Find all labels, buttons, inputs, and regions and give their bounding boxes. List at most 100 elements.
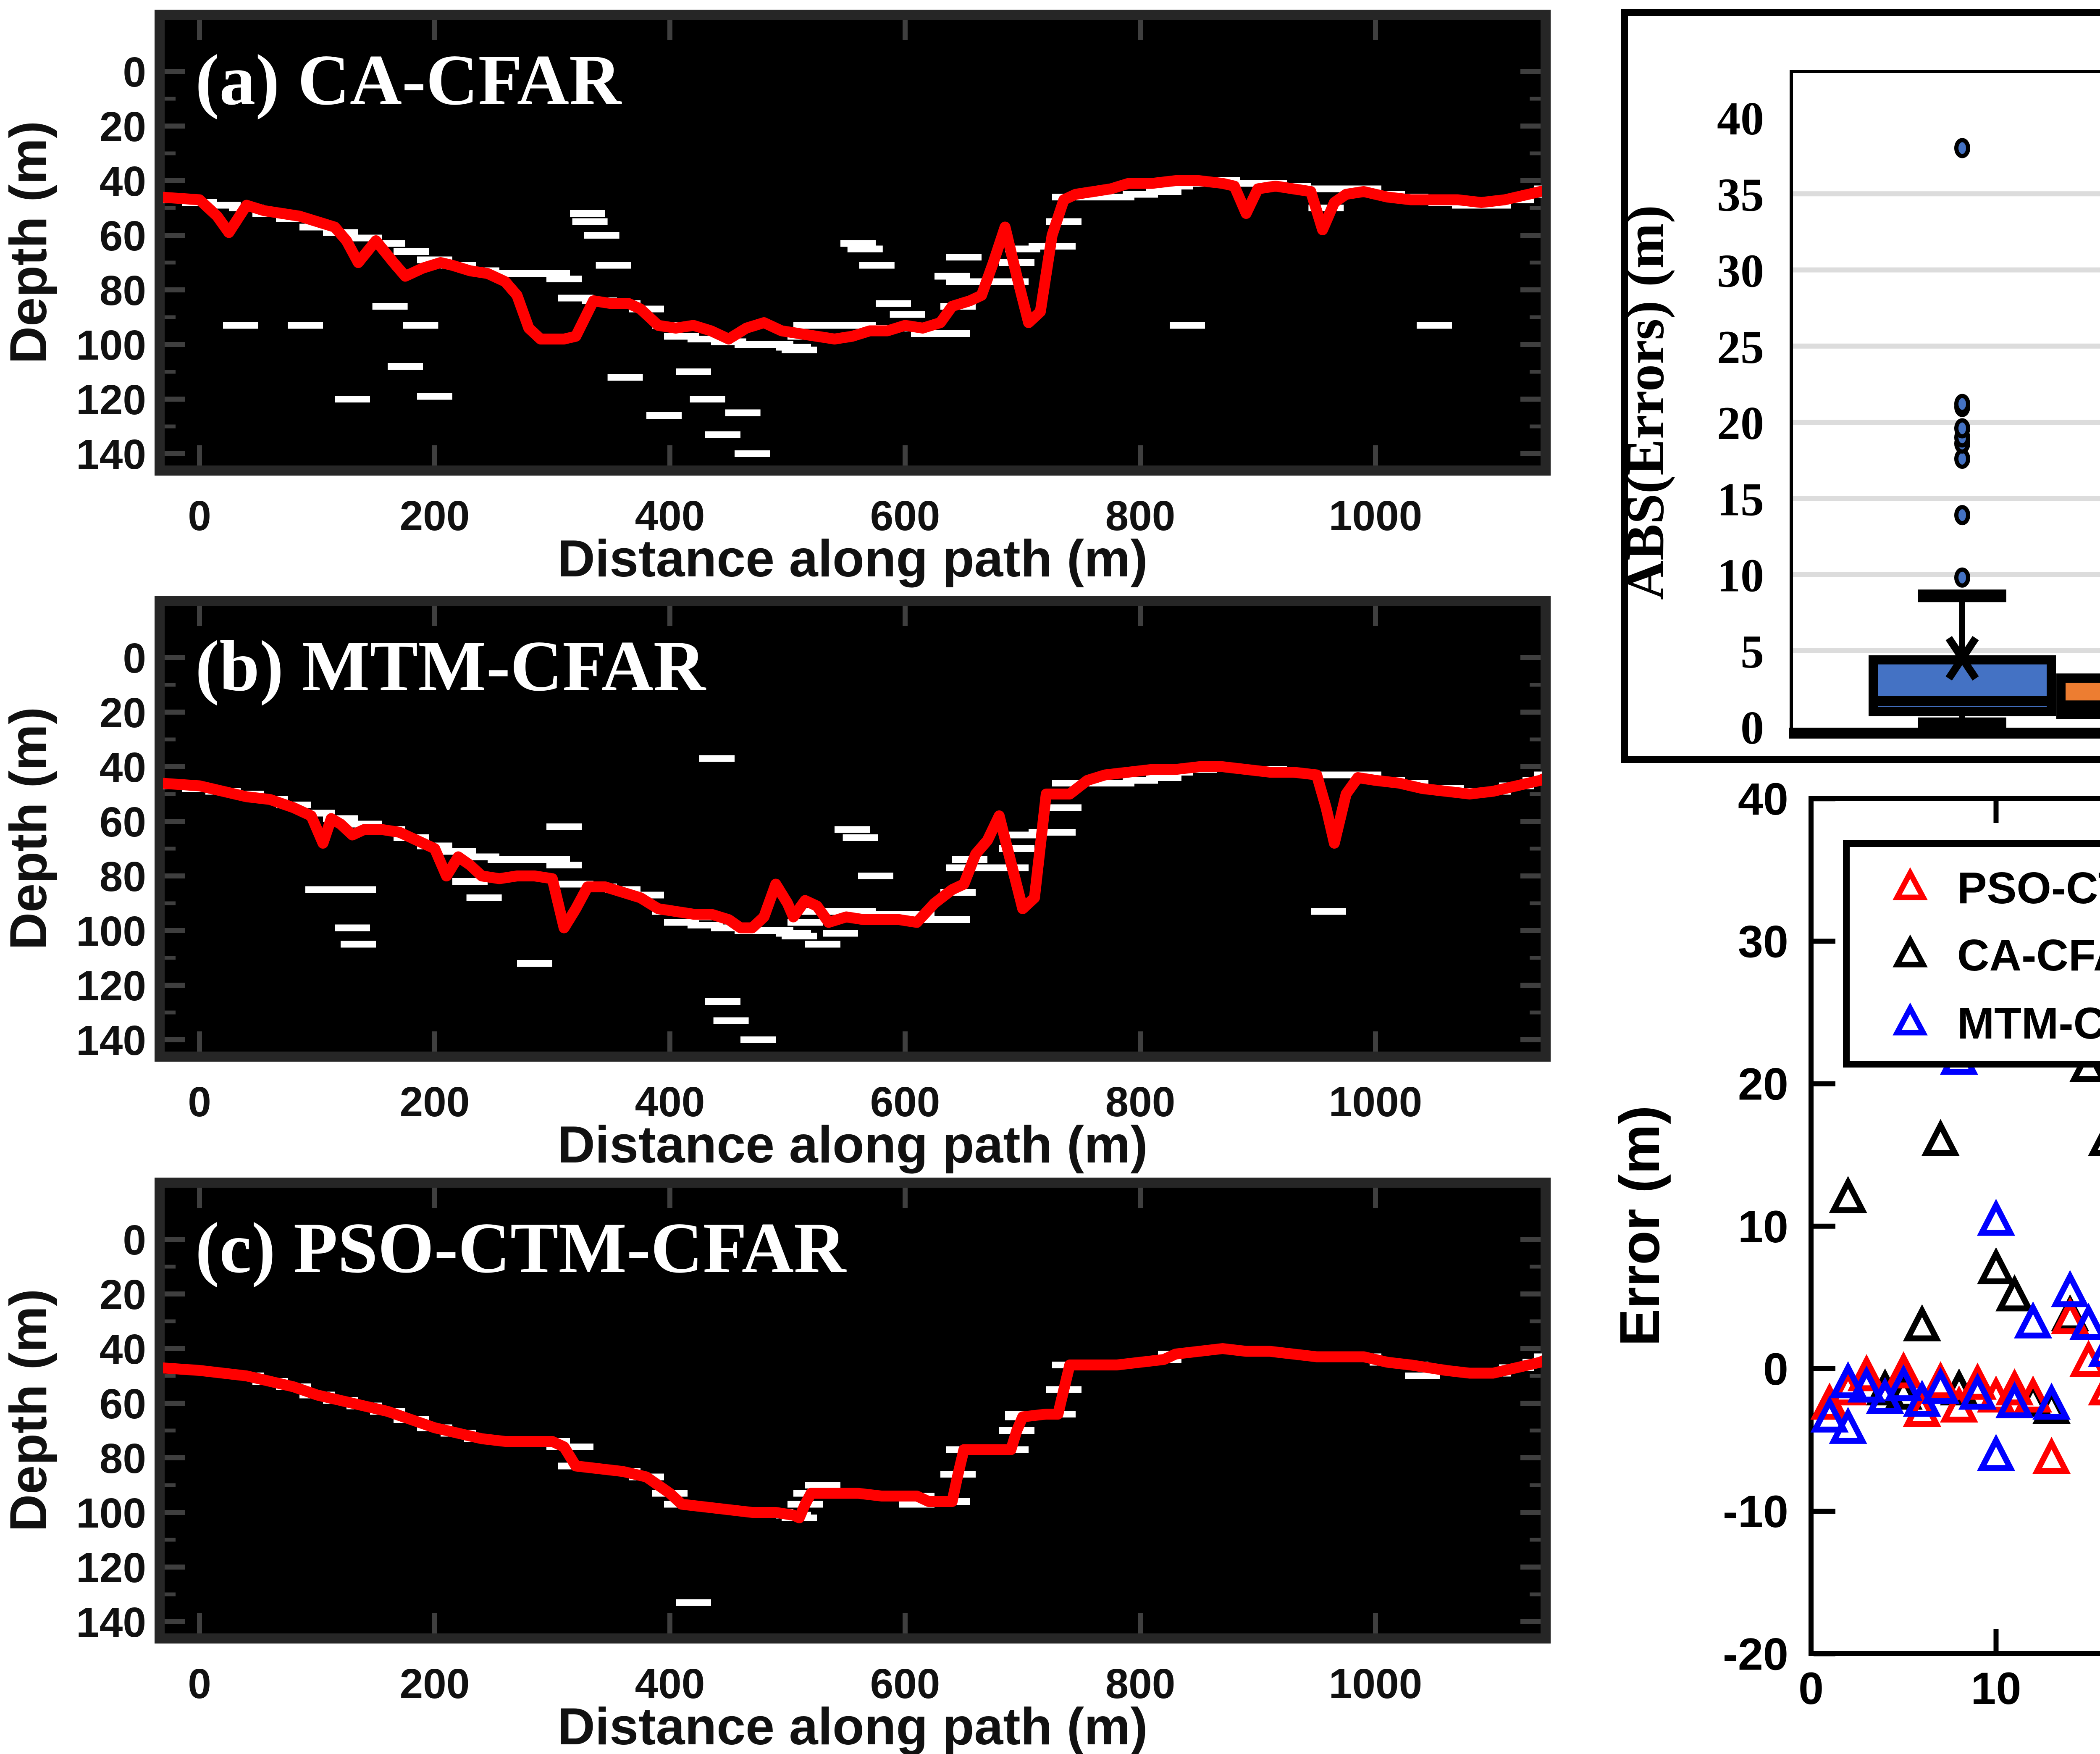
mean-marker (1945, 636, 1979, 681)
noise-mark (466, 894, 502, 901)
panel-d: 0510152025303540CA-CFARMTM-CFARPSO-CTM-C… (1621, 9, 2100, 763)
x-tick-label: 800 (1105, 492, 1176, 539)
x-tick-label: 800 (1105, 1660, 1176, 1707)
axis-ticks (165, 1188, 1541, 1633)
scatter-marker (2051, 1270, 2090, 1307)
y-tick-label: 35 (1717, 169, 1764, 221)
scatter-marker (1977, 1199, 2015, 1236)
y-tick-label: 60 (100, 213, 146, 260)
noise-mark (1417, 322, 1452, 329)
panel-d-ylabel: ABS(Errors) (m) (1615, 205, 1675, 600)
y-tick-label: 10 (1717, 550, 1764, 602)
noise-mark (805, 1482, 840, 1488)
x-tick-label: 0 (1798, 1663, 1824, 1714)
scatter-marker (1977, 1434, 2015, 1471)
noise-mark (572, 218, 608, 225)
noise-mark (876, 300, 911, 307)
noise-mark (1170, 322, 1205, 329)
noise-mark (584, 232, 620, 239)
detection-mark (1040, 829, 1076, 836)
y-tick-label: 80 (100, 267, 146, 314)
scatter-marker (2014, 1375, 2053, 1413)
x-tick-label: 10 (1971, 1663, 2021, 1714)
scatter-marker (1847, 1365, 1886, 1403)
detection-mark (546, 862, 582, 868)
noise-mark (840, 240, 876, 247)
noise-mark (676, 368, 711, 375)
x-tick-label: 400 (635, 1078, 705, 1126)
y-tick-label: 15 (1717, 473, 1764, 526)
panel-b-xlabel: Distance along path (m) (557, 1116, 1147, 1174)
y-tick-label: 20 (100, 689, 146, 736)
y-tick-label: 40 (100, 744, 146, 791)
noise-mark (1405, 1373, 1440, 1379)
noise-mark (646, 412, 682, 419)
y-tick-label: 40 (1738, 773, 1788, 824)
scatter-marker (1884, 1373, 1923, 1410)
noise-mark (858, 873, 893, 879)
y-tick-label: 40 (100, 158, 146, 205)
x-tick-label: 800 (1105, 1078, 1176, 1126)
panel-a-xlabel: Distance along path (m) (557, 530, 1147, 588)
y-tick-label: 30 (1717, 245, 1764, 297)
y-tick-label: 120 (76, 1544, 146, 1591)
plot-content (163, 1343, 1542, 1606)
noise-mark (341, 886, 376, 893)
scatter-marker (1921, 1367, 1960, 1404)
outlier-point (1954, 394, 1970, 414)
y-tick-label: 0 (123, 1217, 146, 1264)
detection-mark (535, 270, 570, 277)
y-tick-label: 120 (76, 962, 146, 1010)
y-tick-label: 20 (100, 1271, 146, 1318)
noise-mark (335, 924, 370, 931)
noise-mark (570, 210, 605, 217)
panel-c-xlabel: Distance along path (m) (557, 1698, 1147, 1754)
y-tick-label: 0 (123, 49, 146, 96)
series-MTM-CFAR (1810, 1038, 2100, 1471)
noise-mark (1311, 908, 1346, 915)
plot-content (163, 175, 1542, 457)
noise-mark (223, 322, 258, 329)
y-tick-label: 40 (1717, 93, 1764, 145)
outlier-point (1954, 505, 1970, 526)
scatter-marker (1958, 1362, 1997, 1400)
scatter-marker (1921, 1119, 1960, 1156)
noise-mark (946, 254, 982, 260)
legend-marker (1893, 934, 1928, 968)
y-tick-label: 20 (100, 103, 146, 150)
x-tick-label: 600 (870, 1078, 940, 1126)
legend-marker (1893, 867, 1928, 900)
plot-content (163, 755, 1542, 1043)
detection-mark (546, 276, 582, 282)
y-tick-label: 10 (1738, 1201, 1788, 1252)
panel-a: 0 200 400 600 800 1000 0 20 40 60 80 100 120 140 (76, 10, 1551, 539)
noise-mark (890, 311, 925, 318)
detection-mark (934, 916, 970, 923)
panel-c: 0 200 400 600 800 1000 0 20 40 60 80 100 120 140 (76, 1178, 1551, 1707)
x-tick-label: 1000 (1329, 1660, 1422, 1707)
noise-detections (305, 755, 1346, 1043)
scatter-marker (1847, 1354, 1886, 1391)
scatter-marker (2032, 1382, 2071, 1420)
noise-mark (596, 262, 631, 269)
detected-seafloor-line (163, 761, 1542, 934)
y-tick-label: 100 (76, 322, 146, 369)
y-tick-label: 80 (100, 853, 146, 900)
scatter-marker (2069, 1302, 2100, 1340)
panel-c-title: (c) PSO-CTM-CFAR (195, 1208, 847, 1288)
x-tick-label: 0 (188, 1660, 211, 1707)
noise-mark (676, 1599, 711, 1606)
y-tick-label: 60 (100, 799, 146, 846)
noise-mark (417, 393, 452, 400)
scatter-marker (1977, 1247, 2015, 1284)
noise-mark (859, 262, 895, 269)
scatter-marker (1829, 1176, 1867, 1213)
panel-a-ylabel: Depth (m) (0, 121, 58, 364)
y-tick-label: 140 (76, 1017, 146, 1064)
scatter-marker (1995, 1381, 2034, 1418)
noise-mark (843, 834, 878, 841)
outlier-point (1954, 138, 1970, 158)
